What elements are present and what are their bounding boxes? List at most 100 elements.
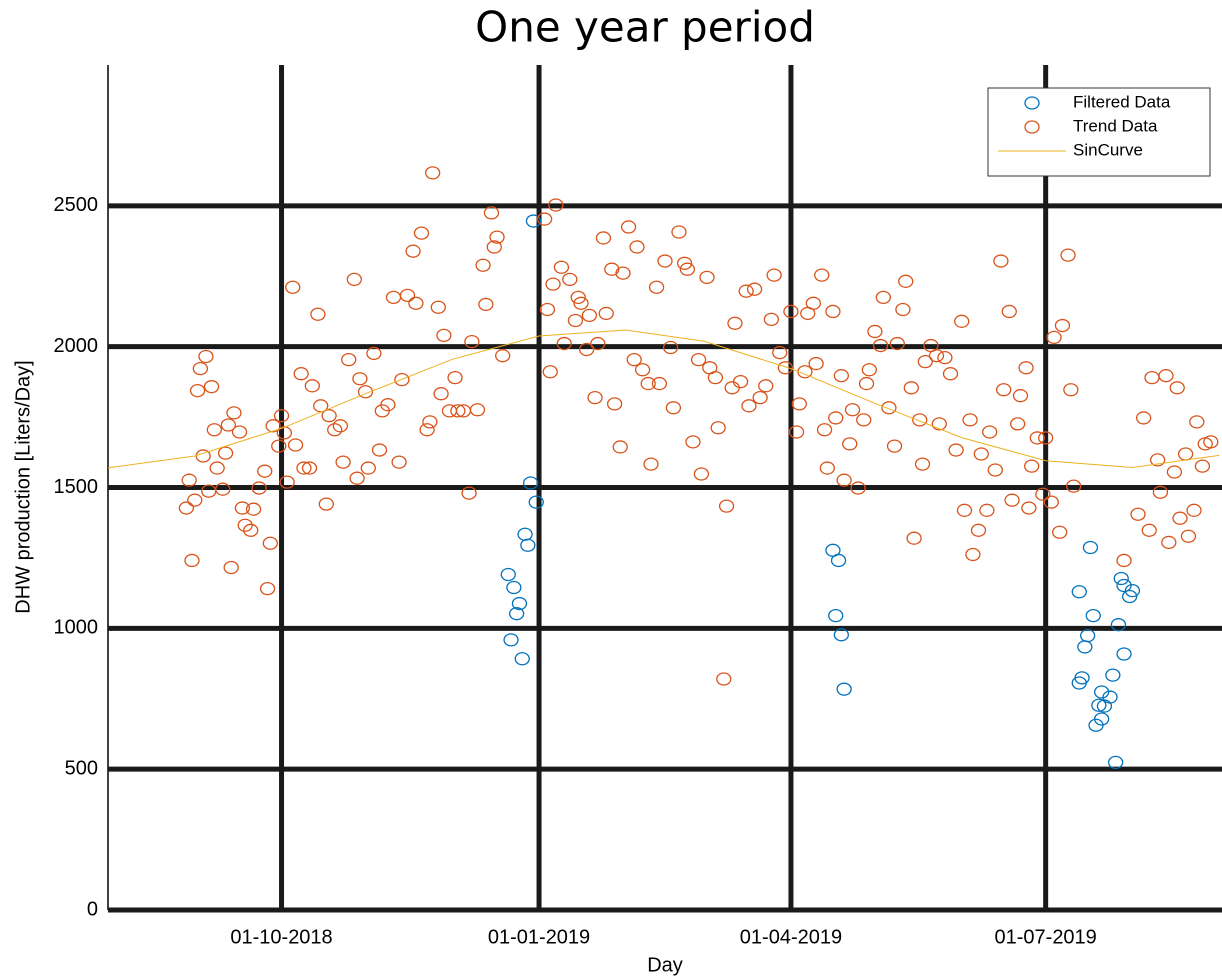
marker [1063,383,1079,397]
marker [189,383,206,398]
marker [215,482,231,496]
marker [1152,485,1169,499]
marker [357,385,374,399]
marker [1071,585,1087,599]
marker [982,425,998,439]
marker [956,503,973,517]
y-tick-label: 1500 [54,476,99,498]
marker [366,346,382,361]
marker [251,481,267,495]
marker [962,413,978,427]
marker [898,274,914,288]
marker [928,349,945,363]
marker [1180,529,1197,543]
marker [1189,415,1205,429]
marker [732,374,749,389]
marker [889,336,905,351]
x-tick-label: 01-01-2019 [488,926,590,948]
marker [206,423,223,437]
marker [914,457,931,471]
marker [598,306,614,321]
marker [1166,465,1183,479]
marker [881,401,897,415]
marker [1172,511,1188,525]
marker [1107,755,1124,770]
marker [606,397,623,411]
marker [1091,698,1107,712]
marker [912,413,928,427]
marker [830,553,847,568]
marker [506,580,522,595]
marker [514,652,530,666]
marker [562,272,578,286]
marker [828,609,844,623]
marker [413,226,430,240]
marker [1149,453,1166,467]
x-tick-label: 01-10-2018 [230,926,332,948]
marker [629,240,645,254]
marker [495,349,511,363]
y-tick-label: 0 [87,898,98,920]
marker [271,439,287,453]
marker [511,596,528,611]
marker [970,523,987,537]
marker [763,312,780,326]
legend-label: Trend Data [1073,116,1158,135]
marker [590,336,606,351]
marker [1093,685,1110,699]
marker [640,376,656,391]
marker [556,336,572,351]
marker [237,518,253,532]
marker [872,338,889,353]
marker [1074,671,1090,685]
marker [1004,493,1020,507]
marker [993,254,1009,268]
marker [825,304,841,319]
marker [1186,503,1202,517]
marker [1082,540,1099,555]
marker [243,523,259,537]
marker [349,471,365,485]
marker [318,497,334,511]
marker [469,403,486,417]
marker [346,272,362,286]
marker [772,345,788,360]
marker [886,439,903,453]
marker [425,166,441,180]
marker [693,467,710,481]
marker [405,244,421,258]
marker [996,383,1012,397]
marker [1060,248,1076,262]
marker [461,486,477,500]
marker [1043,495,1059,509]
marker [489,230,505,244]
marker [581,308,598,323]
marker [371,443,388,457]
y-tick-label: 1000 [54,617,99,639]
marker [483,206,500,220]
marker [1194,459,1211,473]
marker [1113,571,1129,586]
marker [570,290,586,305]
marker [783,304,799,319]
legend-marker [1024,120,1040,134]
marker [310,307,326,321]
marker [422,415,438,429]
marker [931,417,947,431]
marker [634,363,651,377]
marker [545,277,561,291]
marker [648,280,665,294]
chart-title: One year period [475,3,815,52]
marker [861,363,877,377]
marker [573,296,589,310]
marker [671,225,687,239]
marker [335,455,351,469]
marker [965,547,981,562]
marker [707,370,724,385]
marker [1052,525,1068,539]
marker [231,425,248,439]
marker [245,502,262,516]
marker [626,352,642,367]
marker [380,398,396,412]
